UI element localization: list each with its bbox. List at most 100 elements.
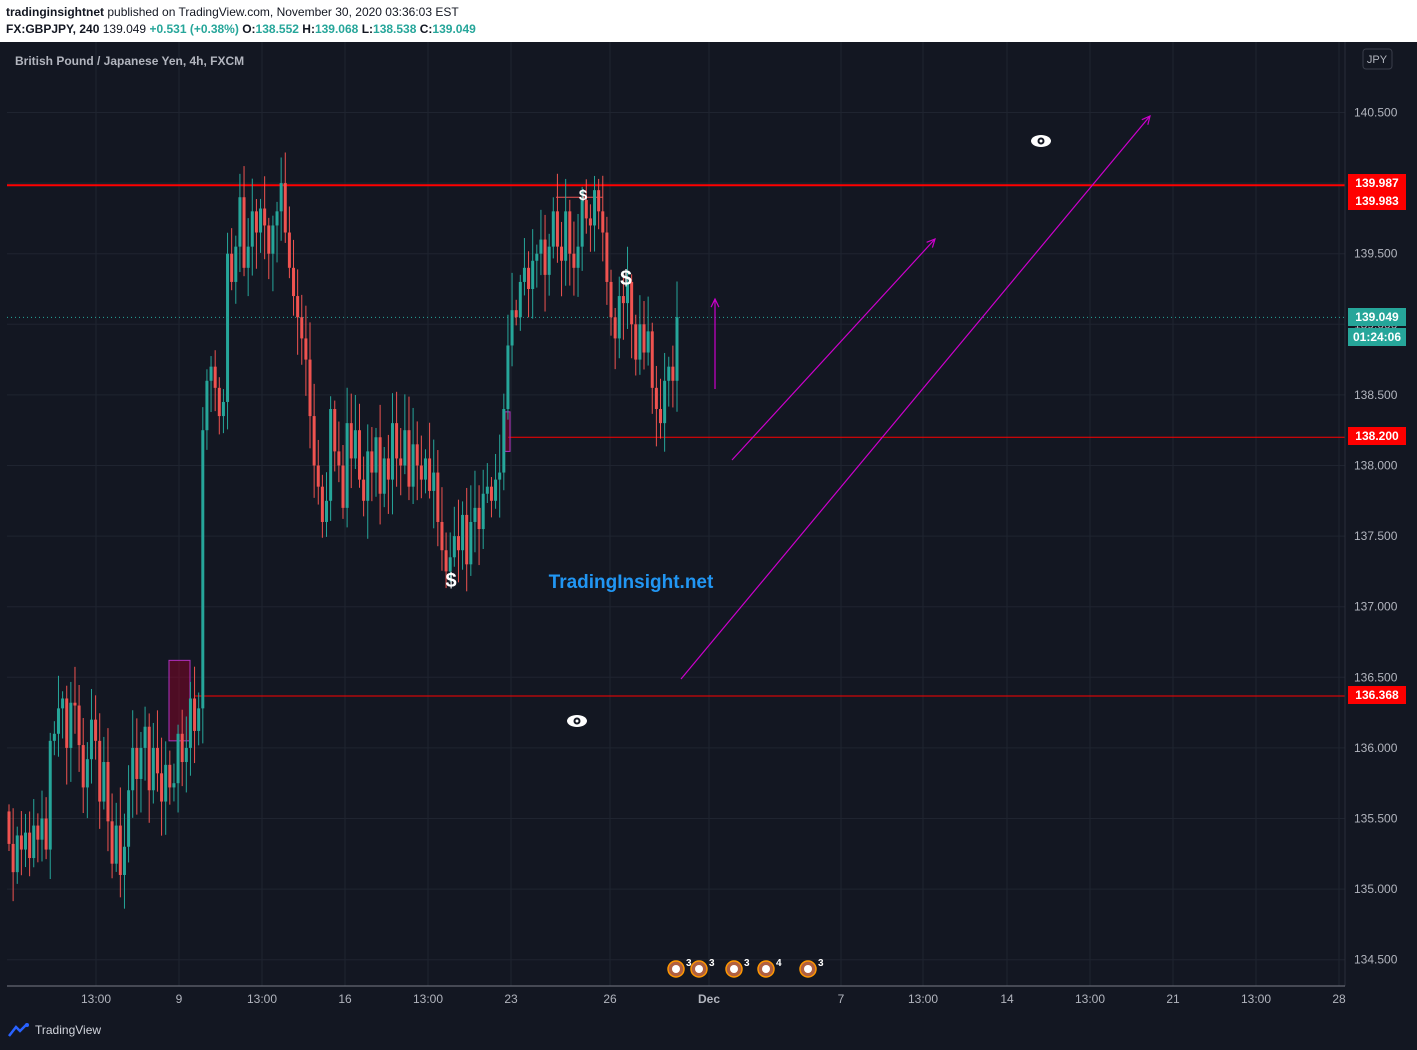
- candle-body: [135, 747, 139, 779]
- candle-body: [494, 479, 498, 501]
- candle-body: [390, 423, 394, 480]
- time-tick-label: 13:00: [81, 992, 111, 1006]
- candle-body: [527, 267, 531, 289]
- candle-body: [357, 430, 361, 480]
- candle-body: [477, 507, 481, 530]
- candle-body: [555, 211, 559, 247]
- price-tick-label: 135.000: [1354, 882, 1398, 896]
- low-label: L:: [361, 22, 374, 36]
- candle-body: [287, 232, 291, 268]
- candle-body: [283, 183, 287, 233]
- dollar-marker: $: [620, 267, 632, 290]
- candle-body: [172, 783, 176, 788]
- candle-body: [188, 698, 192, 748]
- dollar-marker: $: [579, 187, 588, 204]
- candle-body: [221, 401, 225, 417]
- candle-body: [469, 521, 473, 565]
- candle-body: [436, 472, 440, 522]
- candle-body: [308, 359, 312, 417]
- footer-bar: TradingView: [0, 1014, 1417, 1050]
- candle-body: [659, 409, 663, 424]
- candle-body: [300, 317, 304, 339]
- price-axis[interactable]: 134.500 135.000 135.500 136.000 136.500 137.0…: [1354, 106, 1398, 967]
- time-tick-label: 14: [1000, 992, 1014, 1006]
- candle-series: [7, 152, 679, 909]
- candle-body: [551, 211, 555, 247]
- currency-badge[interactable]: JPY: [1367, 54, 1388, 66]
- change-value: +0.531 (+0.38%): [149, 22, 239, 36]
- event-count: 3: [709, 958, 715, 969]
- time-tick-label: 21: [1166, 992, 1180, 1006]
- candle-body: [267, 225, 271, 254]
- candle-body: [366, 451, 370, 501]
- close-label: C:: [419, 22, 433, 36]
- event-count: 3: [744, 958, 750, 969]
- candle-body: [139, 747, 143, 779]
- candle-body: [535, 253, 539, 261]
- open-label: O:: [242, 22, 256, 36]
- candle-body: [28, 832, 32, 859]
- price-tag-label: 139.983: [1355, 194, 1399, 208]
- candle-body: [617, 296, 621, 339]
- candle-body: [230, 253, 234, 282]
- candle-body: [419, 465, 423, 480]
- candle-body: [498, 472, 502, 480]
- event-count: 4: [776, 958, 782, 969]
- candle-body: [440, 521, 444, 551]
- tradingview-logo[interactable]: TradingView: [8, 1023, 101, 1037]
- candle-body: [547, 246, 551, 275]
- candle-body: [102, 762, 106, 802]
- price-tag-label: 138.200: [1355, 429, 1399, 443]
- low-value: 138.538: [373, 22, 417, 36]
- time-tick-label: 13:00: [413, 992, 443, 1006]
- candle-body: [444, 550, 448, 572]
- candle-body: [226, 253, 230, 402]
- high-label: H:: [302, 22, 315, 36]
- time-axis[interactable]: 13:00 9 13:00 16 13:00 23 26 Dec 7 13:00 14 13:00 21…: [81, 992, 1346, 1006]
- candle-body: [510, 310, 514, 346]
- price-chart[interactable]: $ $ $ British Pound / Japanese Yen, 4h, FX…: [0, 42, 1417, 1014]
- price-tag-box: [1348, 427, 1406, 445]
- candle-body: [423, 458, 427, 480]
- price-tick-label: 138.500: [1354, 388, 1398, 402]
- event-count: 3: [818, 958, 824, 969]
- candle-body: [254, 211, 258, 233]
- candle-body: [593, 190, 597, 226]
- chart-annotations: $ $ $: [445, 135, 1051, 727]
- symbol-line: FX:GBPJPY, 240 139.049 +0.531 (+0.38%) O…: [6, 22, 476, 36]
- candle-body: [382, 458, 386, 494]
- candle-body: [663, 380, 667, 424]
- candle-body: [638, 324, 642, 360]
- candle-body: [292, 267, 296, 297]
- candle-body: [374, 437, 378, 473]
- candle-body: [110, 821, 114, 864]
- candle-body: [143, 726, 147, 748]
- last-price: 139.049: [102, 22, 147, 36]
- candle-body: [238, 197, 242, 247]
- price-tick-label: 138.000: [1354, 459, 1398, 473]
- candle-body: [213, 366, 217, 388]
- candle-body: [572, 253, 576, 268]
- candle-body: [481, 493, 485, 530]
- price-tick-label: 134.500: [1354, 953, 1398, 967]
- candle-body: [461, 514, 465, 551]
- candle-body: [531, 260, 535, 289]
- candle-body: [597, 190, 601, 212]
- candle-body: [337, 451, 341, 466]
- candle-body: [180, 733, 184, 763]
- candle-body: [40, 818, 44, 840]
- currency-badge-box: [1362, 48, 1393, 70]
- time-tick-label: 13:00: [247, 992, 277, 1006]
- candle-body: [246, 246, 250, 268]
- event-count: 3: [686, 958, 692, 969]
- publisher-name[interactable]: tradinginsightnet: [6, 5, 104, 19]
- demand-zone: [168, 659, 191, 742]
- mid-target-arrow-head: [926, 237, 936, 248]
- candle-body: [362, 479, 366, 501]
- time-tick-label: 16: [338, 992, 352, 1006]
- candle-body: [197, 708, 201, 731]
- event-badges[interactable]: 3 3 3 4 3: [667, 958, 824, 978]
- candle-body: [564, 211, 568, 261]
- chart-title: British Pound / Japanese Yen, 4h, FXCM: [15, 54, 244, 68]
- candle-body: [77, 705, 81, 746]
